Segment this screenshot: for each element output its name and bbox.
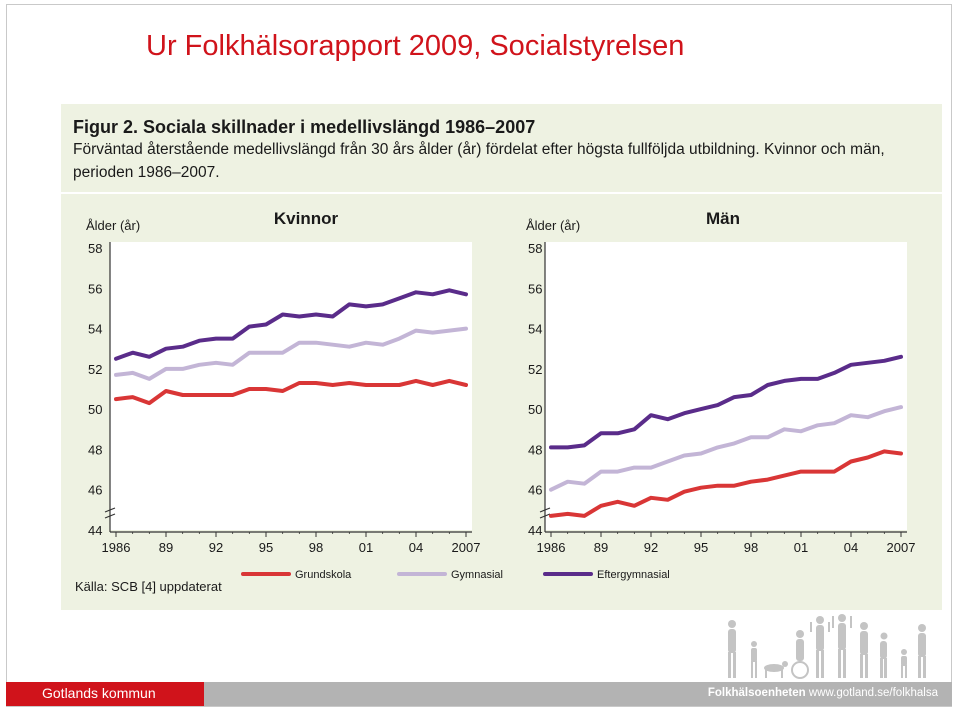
footer-org-name: Gotlands kommun: [42, 685, 156, 701]
people-silhouettes-icon: [728, 614, 926, 679]
series-line-eftergymnasial: [114, 288, 468, 361]
legend-label-gymnasial: Gymnasial: [451, 569, 503, 581]
y-tick-label: 56: [528, 281, 542, 296]
figure-caption-description: Förväntad återstående medellivslängd frå…: [73, 141, 885, 181]
figure-caption-title: Figur 2. Sociala skillnader i medellivsl…: [73, 117, 536, 137]
y-tick-label: 48: [88, 442, 102, 457]
y-tick-label: 54: [528, 322, 542, 337]
y-tick-label: 48: [528, 442, 542, 457]
x-tick-label: 92: [209, 540, 223, 555]
y-tick-label: 46: [88, 483, 102, 498]
x-tick-label: 89: [594, 540, 608, 555]
charts-svg: Kvinnor Ålder (år) 44 46 48 50 52 54 56 58 1986 89 9…: [75, 209, 916, 594]
x-tick-label: 1986: [102, 540, 131, 555]
axis-break-mark: [539, 507, 551, 519]
y-tick-label: 50: [528, 402, 542, 417]
footer-info-text: Folkhälsoenheten www.gotland.se/folkhals…: [708, 687, 938, 699]
series-line-eftergymnasial: [549, 354, 903, 450]
figure-caption: Figur 2. Sociala skillnader i medellivsl…: [73, 116, 933, 184]
x-tick-label: 98: [309, 540, 323, 555]
y-tick-label: 52: [528, 362, 542, 377]
chart-title: Kvinnor: [274, 209, 339, 228]
x-tick-label: 01: [794, 540, 808, 555]
series-line-grundskola: [114, 378, 468, 406]
x-tick-label: 98: [744, 540, 758, 555]
x-tick-label: 95: [259, 540, 273, 555]
y-tick-label: 58: [528, 241, 542, 256]
footer-info-bar: Folkhälsoenheten www.gotland.se/folkhals…: [204, 682, 952, 706]
x-tick-label: 04: [844, 540, 858, 555]
x-tick-label: 2007: [887, 540, 916, 555]
x-tick-label: 01: [359, 540, 373, 555]
series-line-grundskola: [549, 449, 903, 518]
series-line-gymnasial: [114, 326, 468, 381]
y-axis-label: Ålder (år): [526, 218, 580, 233]
chart-title: Män: [706, 209, 740, 228]
footer-unit: Folkhälsoenheten: [707, 687, 806, 699]
y-tick-label: 52: [88, 362, 102, 377]
legend-label-grundskola: Grundskola: [295, 569, 352, 581]
x-tick-label: 2007: [452, 540, 481, 555]
slide-frame: [6, 4, 952, 707]
x-tick-label: 04: [409, 540, 423, 555]
y-tick-label: 50: [88, 402, 102, 417]
x-tick-label: 92: [644, 540, 658, 555]
slide-title: Ur Folkhälsorapport 2009, Socialstyrelse…: [146, 30, 685, 62]
source-note: Källa: SCB [4] uppdaterat: [75, 579, 222, 594]
y-tick-label: 56: [88, 281, 102, 296]
series-line-gymnasial: [549, 405, 903, 492]
y-tick-label: 44: [88, 523, 102, 538]
plot-area: [545, 242, 907, 530]
footer-url[interactable]: www.gotland.se/folkhalsa: [808, 687, 938, 699]
axis-break-mark: [104, 507, 116, 519]
y-tick-label: 46: [528, 483, 542, 498]
y-tick-label: 44: [528, 523, 542, 538]
x-tick-label: 89: [159, 540, 173, 555]
footer-org-bar: Gotlands kommun: [6, 682, 204, 706]
y-tick-label: 58: [88, 241, 102, 256]
y-axis-label: Ålder (år): [86, 218, 140, 233]
y-tick-label: 54: [88, 322, 102, 337]
x-tick-label: 1986: [537, 540, 566, 555]
x-tick-label: 95: [694, 540, 708, 555]
figure-divider: [61, 192, 942, 194]
legend-label-eftergymnasial: Eftergymnasial: [597, 569, 670, 581]
figure-panel: Figur 2. Sociala skillnader i medellivsl…: [61, 104, 942, 610]
